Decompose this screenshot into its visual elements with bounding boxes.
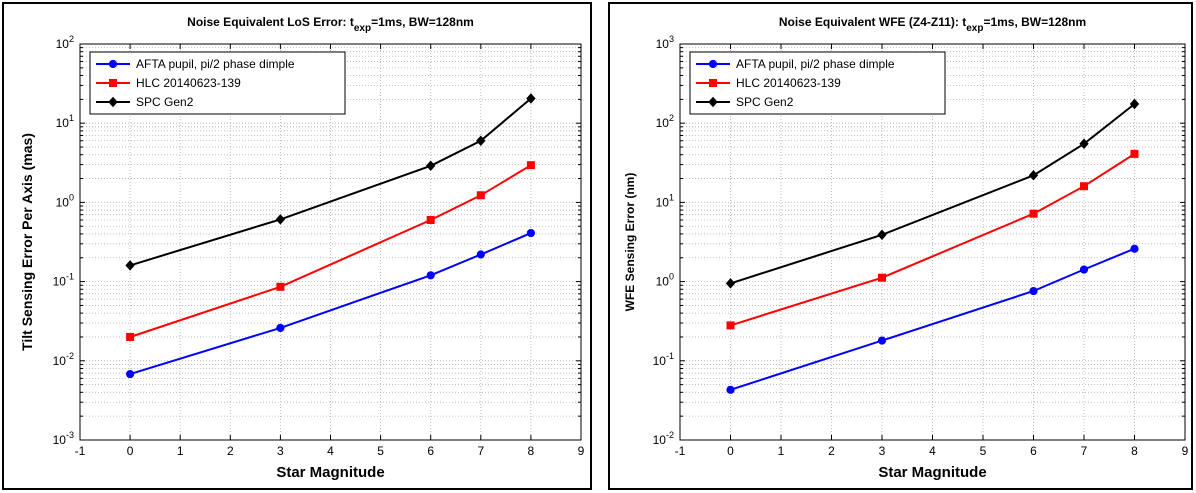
data-point-0 (126, 369, 135, 379)
x-tick-label: 8 (528, 444, 535, 458)
legend-entry: AFTA pupil, pi/2 phase dimple (736, 57, 895, 71)
data-point-0 (526, 228, 536, 238)
data-point-0 (426, 271, 435, 280)
data-point-1 (526, 161, 535, 170)
data-point-0 (1029, 286, 1038, 296)
legend-box (89, 51, 346, 115)
legend-entry: HLC 20140623-139 (736, 76, 841, 90)
data-point-1 (1029, 209, 1038, 218)
legend-marker (708, 59, 718, 69)
x-tick-label: -1 (675, 444, 686, 458)
x-tick-label: 2 (227, 444, 234, 458)
y-tick-label: 102 (656, 113, 674, 130)
legend-entry: AFTA pupil, pi/2 phase dimple (136, 57, 295, 71)
legend-entry: SPC Gen2 (736, 95, 794, 109)
y-tick-label: 100 (656, 272, 674, 289)
legend-marker (108, 59, 118, 69)
data-point-2 (526, 93, 536, 104)
y-tick-label: 101 (656, 192, 674, 209)
y-tick-label: 10-2 (653, 430, 674, 447)
data-point-0 (276, 323, 285, 333)
x-tick-label: 9 (578, 444, 585, 458)
wfe-error-chart: -1 0 1 2 3 4 5 6 7 8 9 10-2 10-1 100 101 102 103 Noise Eq… (623, 15, 1189, 481)
data-point-2 (1129, 98, 1140, 110)
data-point-1 (426, 215, 435, 224)
data-point-2 (725, 278, 736, 289)
y-axis-label: WFE Sensing Error (nm) (623, 173, 637, 312)
data-point-1 (1080, 182, 1088, 191)
data-point-1 (126, 332, 135, 341)
legend-marker (709, 79, 717, 87)
y-tick-label: 100 (56, 192, 74, 209)
x-axis-label: Star Magnitude (878, 464, 986, 481)
y-tick-label: 101 (56, 113, 74, 130)
data-point-2 (877, 229, 887, 241)
x-tick-label: 0 (727, 444, 734, 458)
x-tick-label: 4 (929, 444, 936, 458)
chart-title: Noise Equivalent WFE (Z4-Z11): texp=1ms,… (779, 15, 1086, 34)
x-tick-label: 6 (427, 444, 434, 458)
x-tick-label: 1 (778, 444, 785, 458)
los-error-chart: -1 0 1 2 3 4 5 6 7 8 9 10-3 10-2 10-1 100 101 102 Noise E… (19, 15, 585, 481)
data-point-2 (1079, 138, 1089, 150)
x-tick-label: 3 (277, 444, 284, 458)
x-tick-label: 9 (1182, 444, 1189, 458)
y-tick-label: 10-3 (53, 430, 74, 447)
legend-marker (109, 79, 117, 87)
x-tick-label: 7 (477, 444, 484, 458)
x-tick-label: 5 (980, 444, 987, 458)
data-point-0 (726, 385, 735, 394)
y-tick-label: 102 (56, 34, 74, 51)
data-point-2 (426, 160, 436, 172)
data-point-1 (476, 191, 485, 200)
chart-panel-right: -1 0 1 2 3 4 5 6 7 8 9 10-2 10-1 100 101 102 103 Noise Eq… (608, 2, 1193, 490)
legend-marker (108, 96, 118, 108)
x-tick-label: 8 (1131, 444, 1138, 458)
x-tick-label: 5 (377, 444, 384, 458)
x-tick-label: -1 (75, 444, 86, 458)
data-point-1 (726, 321, 735, 330)
y-tick-label: 103 (656, 34, 674, 51)
legend-marker (708, 96, 718, 108)
x-tick-label: 7 (1081, 444, 1088, 458)
data-point-0 (476, 250, 485, 259)
x-tick-label: 4 (327, 444, 334, 458)
data-point-0 (1079, 265, 1089, 274)
data-point-2 (125, 260, 135, 271)
chart-title: Noise Equivalent LoS Error: texp=1ms, BW… (187, 15, 474, 34)
data-point-1 (276, 282, 285, 291)
data-point-1 (878, 273, 886, 282)
y-tick-label: 10-1 (53, 272, 74, 289)
data-point-0 (877, 336, 887, 345)
data-point-1 (1130, 149, 1139, 158)
legend-box (689, 51, 946, 115)
x-tick-label: 2 (828, 444, 835, 458)
x-tick-label: 6 (1030, 444, 1037, 458)
legend-entry: SPC Gen2 (136, 95, 194, 109)
data-point-2 (476, 135, 486, 147)
x-axis-label: Star Magnitude (276, 464, 384, 481)
chart-panel-left: -1 0 1 2 3 4 5 6 7 8 9 10-3 10-2 10-1 100 101 102 Noise E… (2, 2, 592, 490)
y-axis-label: Tilt Sensing Error Per Axis (mas) (19, 133, 35, 351)
y-tick-label: 10-1 (653, 351, 674, 368)
x-tick-label: 0 (127, 444, 134, 458)
data-point-2 (275, 214, 286, 225)
x-tick-label: 3 (879, 444, 886, 458)
data-point-2 (1028, 170, 1039, 181)
data-point-0 (1130, 244, 1139, 253)
legend-entry: HLC 20140623-139 (136, 76, 241, 90)
x-tick-label: 1 (177, 444, 184, 458)
y-tick-label: 10-2 (53, 351, 74, 368)
